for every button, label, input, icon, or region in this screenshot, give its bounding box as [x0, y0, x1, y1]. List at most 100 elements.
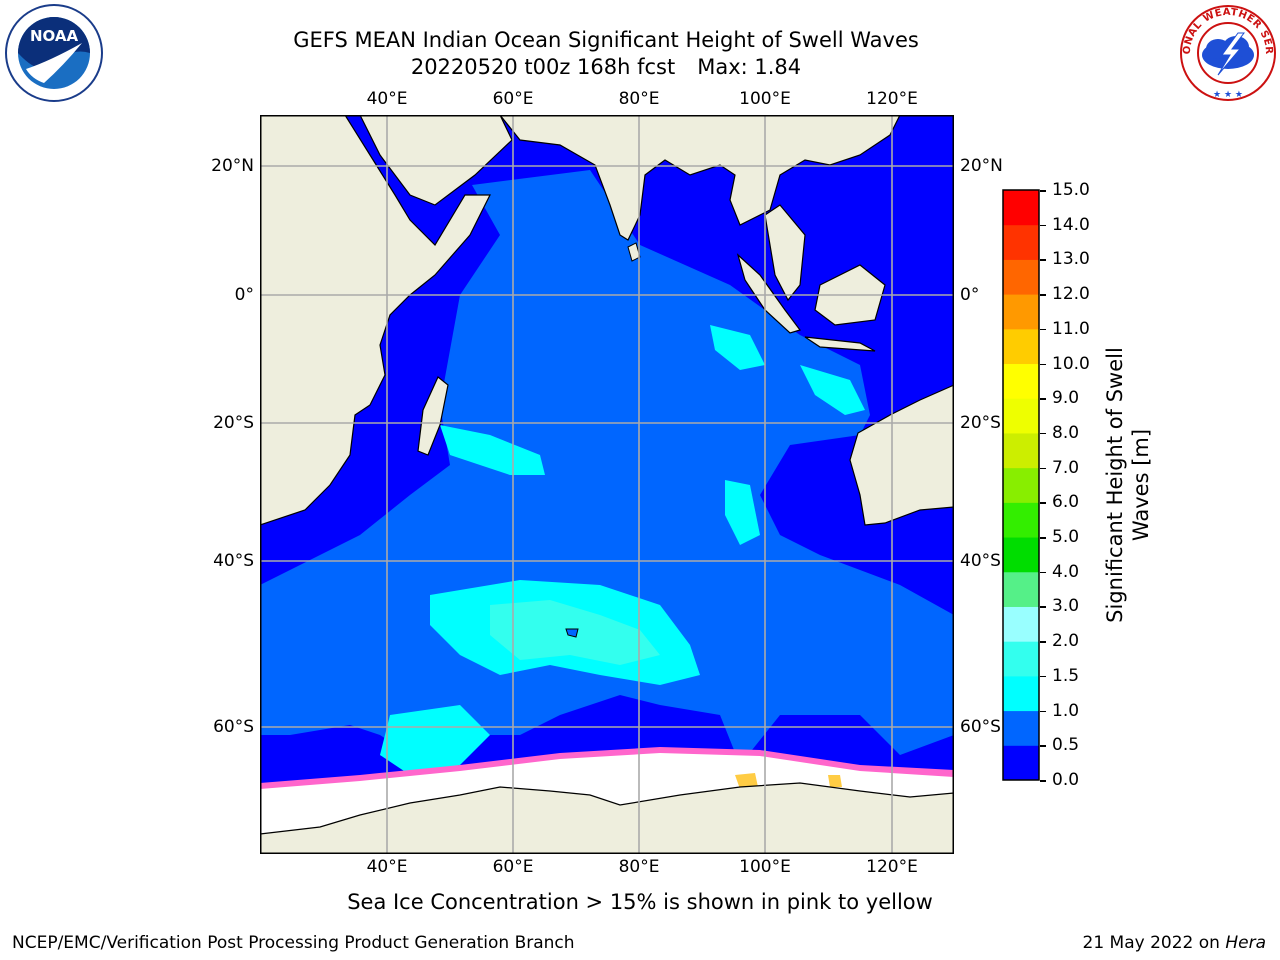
- lat-label-right-20s: 20°S: [960, 413, 1001, 433]
- colorbar-swatch: [1003, 328, 1039, 365]
- lat-label-right-60s: 60°S: [960, 717, 1001, 737]
- lon-label-top-120e: 120°E: [866, 89, 918, 109]
- colorbar-tick-label: 10.0: [1052, 353, 1090, 374]
- lon-label-bottom-60e: 60°E: [492, 857, 534, 877]
- colorbar-tick-mark: [1040, 363, 1046, 366]
- colorbar-tick-label: 3.0: [1052, 596, 1080, 617]
- land-australia: [849, 384, 954, 526]
- colorbar-tick-label: 9.0: [1052, 388, 1080, 409]
- colorbar-tick-mark: [1040, 328, 1046, 331]
- lon-label-top-40e: 40°E: [366, 89, 408, 109]
- land-antarctica: [260, 782, 954, 854]
- lon-label-top-60e: 60°E: [492, 89, 534, 109]
- colorbar-swatch: [1003, 675, 1039, 712]
- map-frame: [260, 115, 954, 854]
- date-stamp: 21 May 2022 on Hera: [1083, 933, 1267, 953]
- map-title: GEFS MEAN Indian Ocean Significant Heigh…: [293, 28, 919, 52]
- lat-label-right-20n: 20°N: [960, 156, 1003, 176]
- colorbar-tick-mark: [1040, 675, 1046, 678]
- lon-label-bottom-40e: 40°E: [366, 857, 408, 877]
- land-asia-india: [499, 115, 901, 241]
- lat-label-left-40s: 40°S: [213, 551, 254, 571]
- lat-label-left-0: 0°: [234, 285, 254, 305]
- max-value: Max: 1.84: [697, 55, 802, 79]
- colorbar-tick-label: 6.0: [1052, 492, 1080, 513]
- lon-label-bottom-120e: 120°E: [866, 857, 918, 877]
- lat-label-left-20s: 20°S: [213, 413, 254, 433]
- colorbar-tick-mark: [1040, 745, 1046, 747]
- map-panel: [260, 115, 954, 854]
- colorbar-tick-mark: [1040, 259, 1046, 261]
- colorbar-tick-mark: [1040, 710, 1046, 713]
- land-kerguelen: [565, 628, 579, 638]
- colorbar-swatch: [1003, 259, 1039, 295]
- colorbar-swatch: [1003, 398, 1039, 434]
- colorbar-frame: [1002, 189, 1040, 781]
- land-madagascar: [417, 376, 449, 456]
- colorbar-swatch: [1003, 641, 1039, 677]
- colorbar-swatch: [1003, 710, 1039, 746]
- lat-label-left-60s: 60°S: [213, 717, 254, 737]
- swell-patch-high-6: [380, 705, 490, 775]
- colorbar-tick-label: 14.0: [1052, 214, 1090, 235]
- land-malay: [764, 204, 806, 302]
- colorbar-swatch: [1003, 432, 1039, 469]
- colorbar-tick-label: 1.0: [1052, 700, 1080, 721]
- colorbar-tick-label: 15.0: [1052, 180, 1090, 200]
- colorbar-tick-label: 0.5: [1052, 735, 1080, 756]
- lat-label-right-40s: 40°S: [960, 551, 1001, 571]
- colorbar-swatch: [1003, 606, 1039, 642]
- colorbar-tick-label: 1.5: [1052, 665, 1080, 686]
- lon-label-bottom-100e: 100°E: [739, 857, 791, 877]
- credit-text: NCEP/EMC/Verification Post Processing Pr…: [12, 933, 575, 953]
- land-java: [804, 336, 876, 352]
- lon-label-top-80e: 80°E: [618, 89, 660, 109]
- colorbar-tick-label: 2.0: [1052, 631, 1080, 652]
- run-info: 20220520 t00z 168h fcst: [410, 55, 676, 79]
- swell-patch-high-4: [725, 480, 760, 545]
- colorbar-tick-mark: [1040, 398, 1046, 400]
- graticule: [260, 115, 954, 854]
- lat-label-left-20n: 20°N: [211, 156, 254, 176]
- colorbar-title: Significant Height of Swell Waves [m]: [1103, 347, 1153, 623]
- host-name: Hera: [1225, 933, 1266, 953]
- colorbar-tick-label: 12.0: [1052, 284, 1090, 305]
- lon-label-bottom-80e: 80°E: [618, 857, 660, 877]
- colorbar-swatch: [1003, 224, 1039, 260]
- swell-patch-high-3: [800, 365, 865, 415]
- noaa-logo: NOAA: [5, 4, 103, 102]
- colorbar-swatch: [1003, 571, 1039, 607]
- colorbar-swatch: [1003, 363, 1039, 399]
- colorbar-swatch: [1003, 190, 1039, 226]
- land-sumatra: [736, 253, 801, 334]
- colorbar-tick-mark: [1040, 190, 1046, 192]
- sea-ice-patch: [735, 773, 758, 789]
- colorbar-swatch: [1003, 502, 1039, 538]
- colorbar-tick-mark: [1040, 502, 1046, 504]
- colorbar-tick-mark: [1040, 467, 1046, 470]
- nws-logo: NATIONAL WEATHER SERVICE ★ ★ ★: [1178, 3, 1276, 101]
- date-text: 21 May 2022 on: [1082, 933, 1220, 953]
- colorbar-swatch: [1003, 294, 1039, 330]
- land-arabia: [359, 115, 513, 206]
- swell-patch-high-1: [440, 425, 545, 475]
- colorbar-tick-mark: [1040, 780, 1046, 782]
- noaa-logo-text: NOAA: [30, 27, 79, 45]
- lat-label-right-0: 0°: [960, 285, 980, 305]
- land-sri-lanka: [627, 242, 641, 262]
- colorbar: [1002, 189, 1040, 781]
- colorbar-tick-mark: [1040, 224, 1046, 227]
- colorbar-tick-mark: [1040, 294, 1046, 296]
- colorbar-swatch: [1003, 467, 1039, 503]
- colorbar-swatch: [1003, 745, 1039, 781]
- sea-ice-caption: Sea Ice Concentration > 15% is shown in …: [347, 890, 933, 914]
- sea-ice-patch-2: [828, 775, 842, 787]
- swell-patch-high-2: [710, 325, 765, 370]
- colorbar-tick-mark: [1040, 571, 1046, 574]
- colorbar-swatch: [1003, 537, 1039, 573]
- colorbar-tick-mark: [1040, 606, 1046, 608]
- colorbar-tick-label: 13.0: [1052, 249, 1090, 270]
- colorbar-tick-label: 0.0: [1052, 770, 1080, 790]
- map-subtitle: 20220520 t00z 168h fcst Max: 1.84: [200, 54, 1012, 80]
- colorbar-tick-mark: [1040, 537, 1046, 539]
